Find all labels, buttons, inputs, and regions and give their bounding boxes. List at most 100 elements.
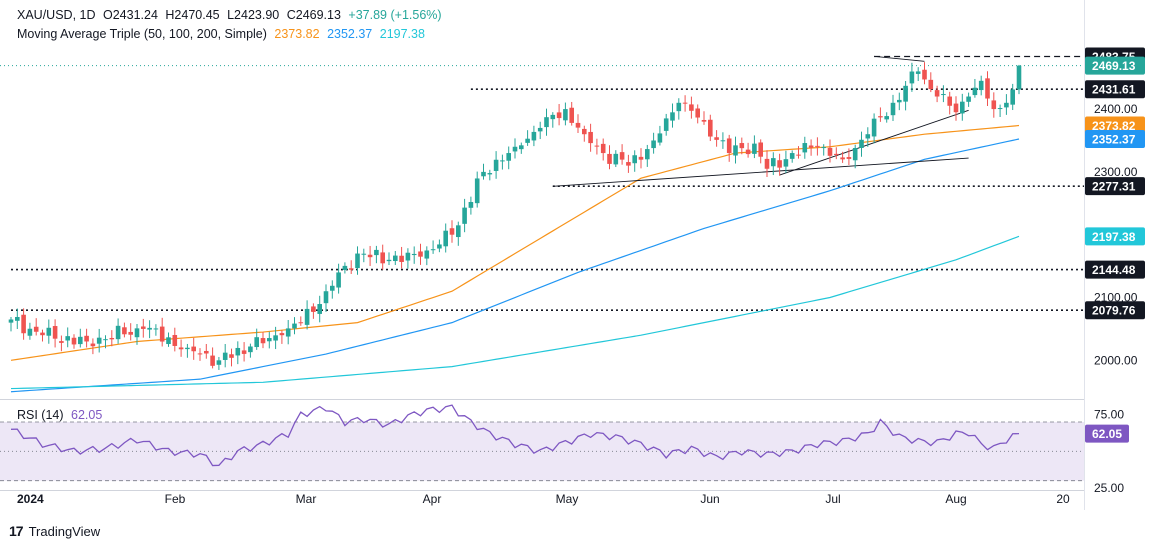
candle-body [59, 341, 64, 343]
rsi-pane[interactable] [0, 404, 1084, 482]
price-tick-label: 2400.00 [1094, 102, 1138, 116]
candle-body [115, 325, 121, 340]
tradingview-logo-icon: 17 [9, 523, 24, 539]
candle-body [166, 337, 171, 345]
candle-body [903, 85, 908, 102]
price-tick-label: 2300.00 [1094, 165, 1138, 179]
candle-body [361, 253, 367, 255]
candle-body [1004, 102, 1009, 108]
candle-body [720, 140, 726, 142]
time-tick-label: Mar [296, 492, 317, 506]
candle-body [393, 255, 398, 262]
candle-body [871, 118, 877, 137]
candle-body [840, 157, 845, 160]
price-tick-label: 2100.00 [1094, 291, 1138, 305]
candle-body [985, 78, 990, 99]
candle-body [27, 328, 33, 336]
trend-line-2 [874, 55, 925, 62]
candle-body [147, 327, 152, 330]
candle-body [802, 143, 808, 153]
candle-body [846, 157, 852, 159]
candle-body [330, 285, 335, 291]
time-tick-label: Jun [700, 492, 719, 506]
candle-body [771, 158, 776, 167]
candle-body [859, 139, 864, 148]
ma50-value: 2373.82 [274, 27, 320, 41]
candle-body [122, 327, 127, 335]
time-tick-label: Feb [165, 492, 186, 506]
rsi-tick-label: 75.00 [1094, 408, 1124, 422]
candle-body [607, 153, 612, 164]
price-tag-level [1085, 177, 1145, 196]
candle-body [789, 153, 795, 159]
symbol-label[interactable]: XAU/USD, 1D [17, 8, 96, 22]
time-tick-label: 20 [1056, 492, 1070, 506]
candle-body [46, 327, 52, 336]
price-tag-label: 2079.76 [1092, 304, 1136, 318]
candle-body [563, 109, 568, 121]
candle-body [500, 160, 505, 162]
candle-body [109, 337, 115, 340]
price-tag-label: 2373.82 [1092, 119, 1136, 133]
candle-body [96, 337, 102, 344]
candle-body [897, 99, 902, 103]
trend-line-0 [552, 157, 969, 187]
ma-line-1 [10, 138, 1020, 393]
candle-body [815, 145, 820, 147]
candle-body [966, 96, 971, 102]
rsi-indicator-label[interactable]: RSI (14) [17, 408, 64, 422]
low-value: L2423.90 [227, 8, 280, 22]
candle-body [865, 134, 871, 139]
candle-body [884, 116, 889, 120]
candle-body [487, 173, 493, 175]
candle-body [1016, 65, 1022, 90]
candle-body [216, 360, 222, 365]
candle-body [336, 272, 341, 288]
price-tag-label: 2469.13 [1092, 59, 1136, 73]
price-pane[interactable] [0, 55, 1084, 393]
price-tag-label: 2197.38 [1092, 230, 1136, 244]
candle-body [386, 259, 392, 262]
candle-body [645, 149, 650, 160]
candle-body [663, 118, 669, 131]
candle-body [582, 128, 587, 135]
candle-body [8, 319, 14, 323]
candle-body [1010, 89, 1015, 105]
candle-body [84, 335, 89, 342]
candle-body [783, 159, 789, 167]
candle-body [311, 306, 316, 312]
candle-body [141, 326, 146, 329]
time-axis[interactable]: 2024 Feb Mar Apr May Jun Jul Aug 20 [17, 492, 1070, 506]
candle-body [172, 334, 178, 346]
symbol-legend: XAU/USD, 1D O2431.24 H2470.45 L2423.90 C… [17, 8, 446, 22]
candle-body [972, 87, 978, 96]
candle-body [222, 352, 228, 360]
close-value: C2469.13 [286, 8, 341, 22]
candle-body [588, 131, 593, 144]
candle-body [128, 331, 133, 335]
candle-body [682, 102, 688, 104]
ma100-value: 2352.37 [327, 27, 373, 41]
candle-body [191, 346, 196, 352]
candle-body [65, 336, 70, 341]
rsi-last-label: 62.05 [1092, 427, 1122, 441]
candle-body [745, 149, 751, 155]
candle-body [613, 153, 619, 165]
ma-indicator-label[interactable]: Moving Average Triple (50, 100, 200, Sim… [17, 27, 267, 41]
candle-body [78, 336, 83, 345]
price-axis[interactable]: 2000.002100.002200.002300.002400.002483.… [1085, 47, 1145, 495]
candle-body [556, 112, 562, 119]
candle-body [273, 335, 278, 341]
candle-body [254, 337, 259, 348]
price-tag-ma200 [1085, 227, 1145, 246]
change-value: +37.89 (+1.56%) [348, 8, 442, 22]
pane-divider[interactable] [0, 399, 1084, 400]
rsi-band [0, 422, 1084, 481]
price-tag-label: 2352.37 [1092, 133, 1136, 147]
candle-body [506, 153, 511, 161]
candle-body [241, 350, 247, 354]
candle-body [997, 108, 1003, 110]
candle-body [323, 291, 329, 304]
tradingview-brand[interactable]: 17 TradingView [9, 523, 100, 539]
